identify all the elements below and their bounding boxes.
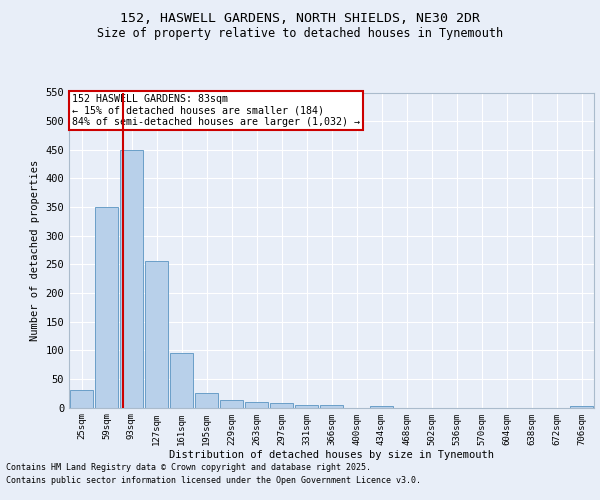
Y-axis label: Number of detached properties: Number of detached properties	[30, 160, 40, 340]
Bar	[170, 353, 193, 408]
Bar	[320, 405, 343, 407]
Bar	[145, 262, 168, 408]
Bar	[295, 404, 318, 407]
Text: 152, HASWELL GARDENS, NORTH SHIELDS, NE30 2DR: 152, HASWELL GARDENS, NORTH SHIELDS, NE3…	[120, 12, 480, 26]
Bar	[120, 150, 143, 407]
Text: Contains public sector information licensed under the Open Government Licence v3: Contains public sector information licen…	[6, 476, 421, 485]
Bar	[195, 393, 218, 407]
Bar	[95, 207, 118, 408]
Bar	[220, 400, 243, 407]
X-axis label: Distribution of detached houses by size in Tynemouth: Distribution of detached houses by size …	[169, 450, 494, 460]
Bar	[245, 402, 268, 407]
Text: Contains HM Land Registry data © Crown copyright and database right 2025.: Contains HM Land Registry data © Crown c…	[6, 462, 371, 471]
Bar	[270, 403, 293, 407]
Bar	[70, 390, 93, 407]
Bar	[370, 406, 393, 407]
Text: 152 HASWELL GARDENS: 83sqm
← 15% of detached houses are smaller (184)
84% of sem: 152 HASWELL GARDENS: 83sqm ← 15% of deta…	[71, 94, 359, 128]
Bar	[570, 406, 593, 408]
Text: Size of property relative to detached houses in Tynemouth: Size of property relative to detached ho…	[97, 28, 503, 40]
